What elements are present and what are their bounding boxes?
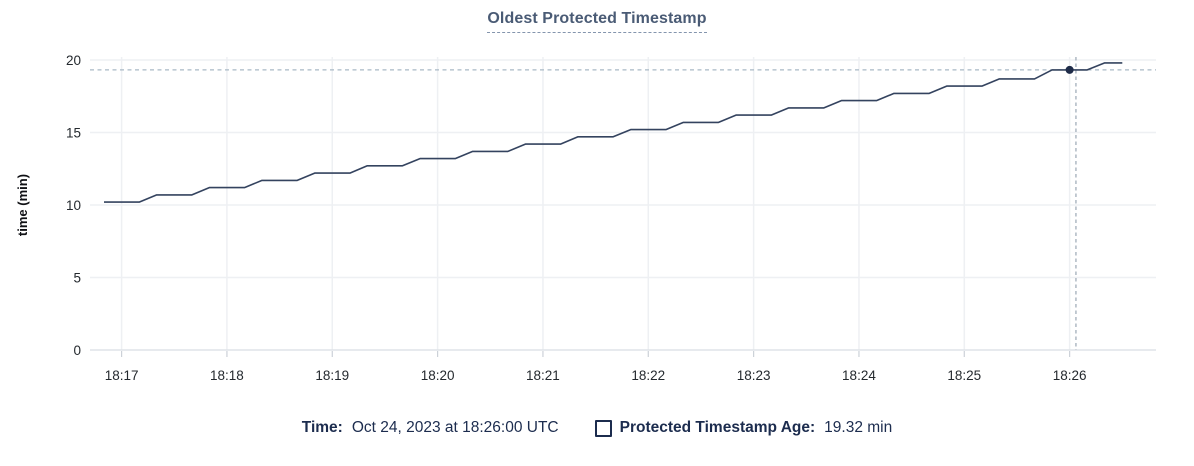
series-label: Protected Timestamp Age: <box>619 419 816 436</box>
y-tick-label: 0 <box>73 343 81 358</box>
series-value: 19.32 min <box>824 419 893 436</box>
x-tick-label: 18:19 <box>315 368 349 383</box>
x-tick-label: 18:17 <box>105 368 139 383</box>
y-tick-label: 20 <box>66 53 81 68</box>
x-tick-label: 18:20 <box>421 368 455 383</box>
series-checkbox-icon[interactable] <box>594 419 612 437</box>
x-tick-label: 18:21 <box>526 368 560 383</box>
hover-time-label: Time: <box>301 419 343 436</box>
hover-dot <box>1065 65 1074 74</box>
x-tick-label: 18:23 <box>737 368 771 383</box>
series-line <box>104 62 1123 203</box>
x-tick-label: 18:22 <box>631 368 665 383</box>
y-tick-label: 10 <box>66 198 81 213</box>
y-axis-label: time (min) <box>15 174 30 236</box>
x-tick-label: 18:24 <box>842 368 876 383</box>
chart-plot-area[interactable]: 18:17 18:18 18:19 18:20 18:21 18:22 18:23 18:24… <box>0 0 1194 412</box>
hover-time-value: Oct 24, 2023 at 18:26:00 UTC <box>351 419 559 436</box>
legend-series-toggle[interactable]: Protected Timestamp Age: 19.32 min <box>594 419 893 437</box>
y-tick-label: 5 <box>73 270 81 285</box>
x-tick-label: 18:25 <box>947 368 981 383</box>
x-tick-label: 18:26 <box>1053 368 1087 383</box>
hover-time-group: Time: Oct 24, 2023 at 18:26:00 UTC <box>302 419 559 437</box>
chart-title-row: Oldest Protected Timestamp <box>0 10 1194 33</box>
chart-title[interactable]: Oldest Protected Timestamp <box>487 10 707 33</box>
y-tick-label: 15 <box>66 125 81 140</box>
x-tick-label: 18:18 <box>210 368 244 383</box>
hover-legend: Time: Oct 24, 2023 at 18:26:00 UTC Prote… <box>0 419 1194 437</box>
